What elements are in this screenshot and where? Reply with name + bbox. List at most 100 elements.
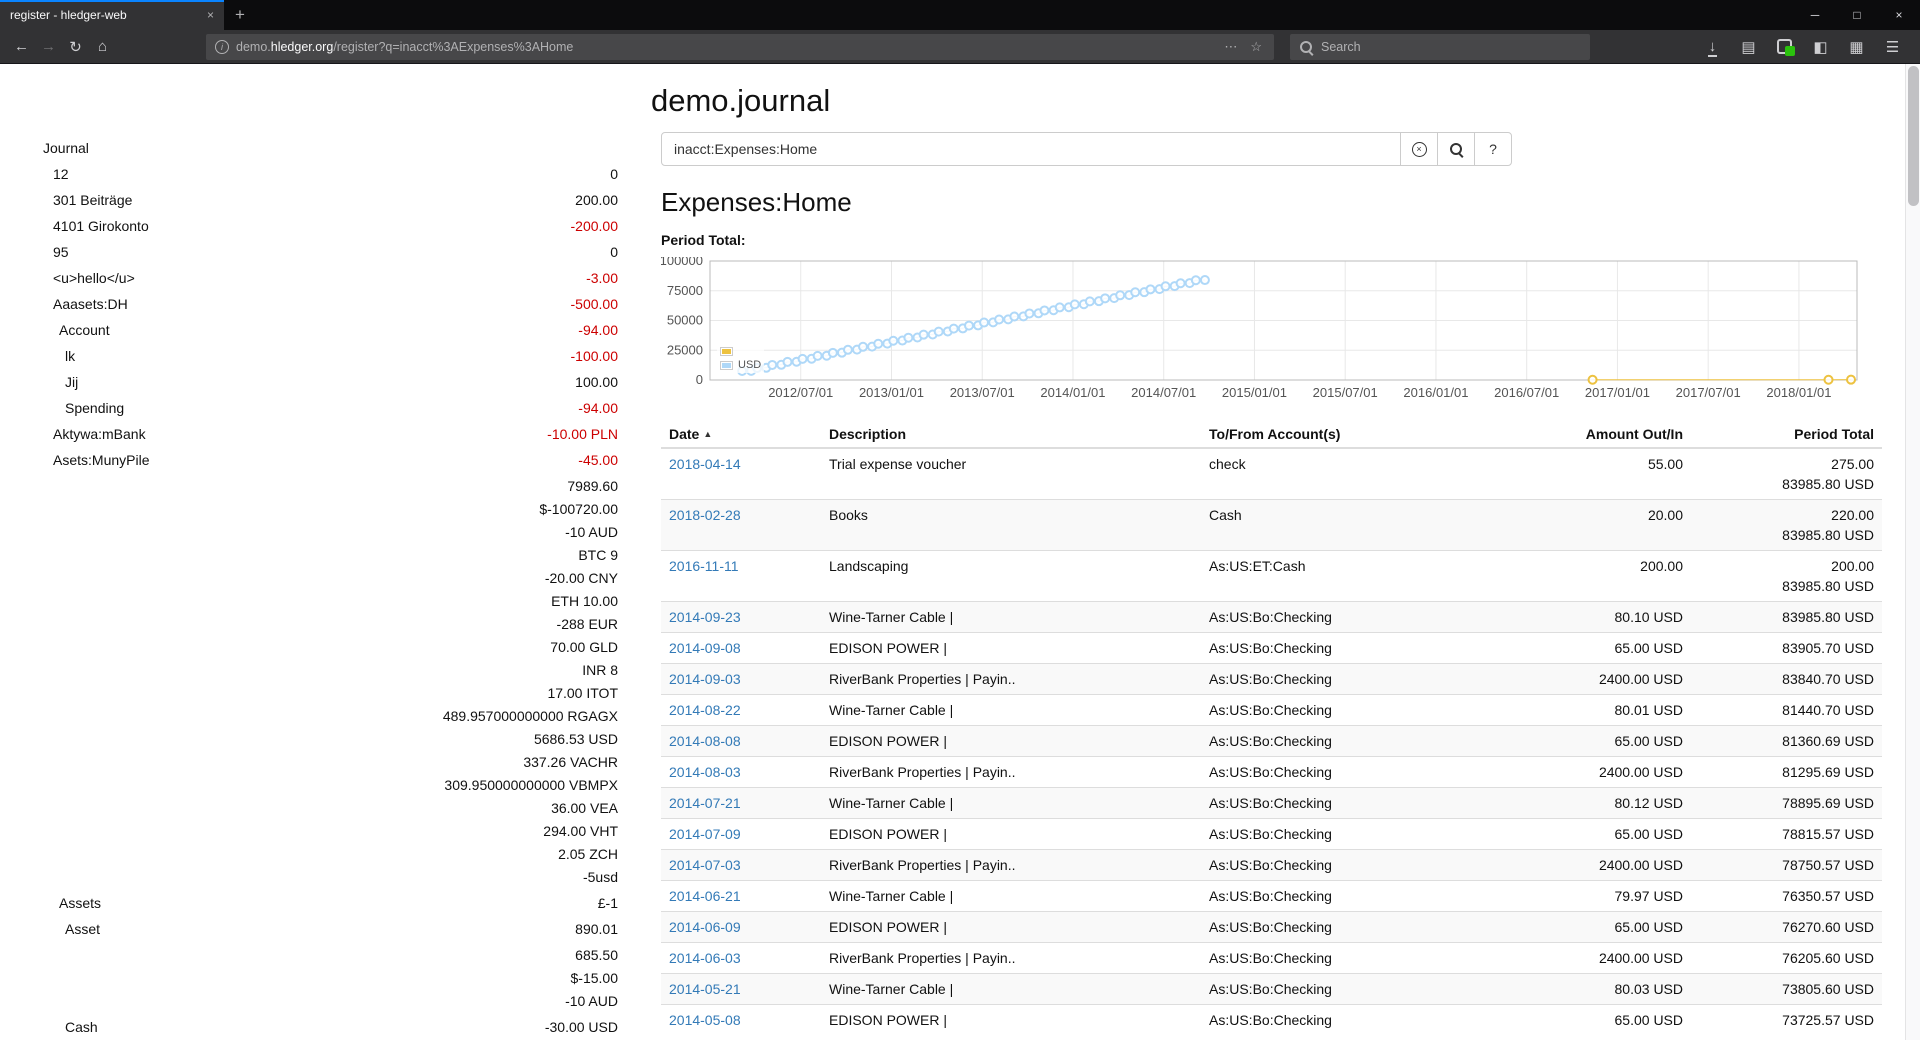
transaction-row: 2014-08-22 Wine-Tarner Cable | As:US:Bo:Ch…	[661, 694, 1882, 726]
clear-icon: ×	[1411, 141, 1427, 157]
apps-grid-icon[interactable]: ▦	[1849, 38, 1864, 56]
account-link[interactable]: Asset	[65, 920, 101, 937]
transaction-date-link[interactable]: 2014-06-03	[669, 950, 741, 966]
transaction-description: RiverBank Properties | Payin..	[821, 942, 1201, 974]
browser-tab[interactable]: register - hledger-web ×	[0, 0, 224, 30]
transaction-description: Trial expense voucher	[821, 447, 1201, 500]
transaction-row: 2014-07-09 EDISON POWER | As:US:Bo:Checkin…	[661, 818, 1882, 850]
site-info-icon[interactable]: i	[215, 39, 229, 54]
bookmark-star-icon[interactable]: ☆	[1250, 38, 1262, 54]
transaction-date-link[interactable]: 2018-02-28	[669, 507, 741, 523]
account-link[interactable]: Asets:MunyPile	[53, 451, 150, 468]
search-button[interactable]	[1437, 132, 1475, 166]
x-tick-label: 2014/01/01	[1040, 385, 1105, 400]
account-link[interactable]: Aktywa:mBank	[53, 425, 146, 442]
account-link[interactable]: Cash	[65, 1018, 98, 1035]
home-button[interactable]: ⌂	[97, 38, 108, 55]
transaction-date-link[interactable]: 2014-05-21	[669, 981, 741, 997]
account-link[interactable]: 301 Beiträge	[53, 191, 133, 208]
account-link[interactable]: lk	[65, 347, 76, 364]
transaction-period-total: 76270.60 USD	[1691, 911, 1882, 943]
account-link[interactable]: Assets	[59, 894, 102, 911]
transaction-date-link[interactable]: 2014-09-03	[669, 671, 741, 687]
accounts-sidebar: Journal 12 0 301 Beiträge 200.00 4101 Giroko…	[33, 135, 618, 1040]
transaction-account: As:US:Bo:Checking	[1201, 849, 1531, 881]
sidebar-account-row: Asets:MunyPile -45.00	[33, 447, 618, 473]
transaction-date-link[interactable]: 2014-07-21	[669, 795, 741, 811]
column-header-date[interactable]: Date ▲	[661, 421, 821, 449]
sidebar-journal-link[interactable]: Journal	[43, 139, 89, 156]
menu-icon[interactable]: ☰	[1885, 38, 1900, 56]
help-button[interactable]: ?	[1474, 132, 1512, 166]
column-header-description: Description	[821, 421, 1201, 449]
transaction-date-link[interactable]: 2018-04-14	[669, 456, 741, 472]
clear-query-button[interactable]: ×	[1400, 132, 1438, 166]
chart-plot-area[interactable]: 2012/07/01 2013/01/01 2013/07/01 2014/01/01…	[660, 253, 1861, 407]
period-total-line: 81440.70 USD	[1782, 702, 1874, 718]
browser-search-field[interactable]: Search	[1290, 33, 1590, 60]
library-icon[interactable]: ▤	[1741, 38, 1756, 56]
page-actions-icon[interactable]: ⋯	[1224, 38, 1238, 54]
account-balance: -200.00	[571, 215, 618, 238]
transaction-date-link[interactable]: 2014-09-23	[669, 609, 741, 625]
tab-close-icon[interactable]: ×	[206, 8, 214, 22]
transaction-date-link[interactable]: 2014-07-03	[669, 857, 741, 873]
sidebar-account-row: Jij 100.00	[33, 369, 618, 395]
transaction-account: As:US:Bo:Checking	[1201, 601, 1531, 633]
account-link[interactable]: 4101 Girokonto	[53, 217, 149, 234]
balance-amount: INR 8	[582, 661, 618, 678]
transaction-account: As:US:Bo:Checking	[1201, 911, 1531, 943]
scrollbar-thumb[interactable]	[1908, 66, 1919, 206]
window-minimize-button[interactable]: ─	[1810, 8, 1820, 22]
account-link[interactable]: Aaasets:DH	[53, 295, 128, 312]
transaction-date-link[interactable]: 2014-06-09	[669, 919, 741, 935]
transaction-date-link[interactable]: 2014-09-08	[669, 640, 741, 656]
transaction-amount: 200.00	[1531, 550, 1691, 602]
url-bar[interactable]: i demo.hledger.org/register?q=inacct%3AE…	[206, 33, 1274, 60]
transaction-date-link[interactable]: 2014-05-08	[669, 1012, 741, 1028]
account-balance: £-1	[598, 892, 618, 915]
account-link[interactable]: <u>hello</u>	[53, 269, 135, 286]
y-tick-label: 25000	[667, 342, 703, 357]
balance-amount: -500.00	[570, 295, 618, 312]
window-maximize-button[interactable]: □	[1853, 8, 1861, 22]
period-total-chart[interactable]: 2012/07/01 2013/01/01 2013/07/01 2014/01/01…	[660, 253, 1861, 407]
transaction-description: Wine-Tarner Cable |	[821, 601, 1201, 633]
balance-amount: -30.00 USD	[544, 1018, 618, 1035]
sidebar-account-row: 95 0	[33, 239, 618, 265]
transaction-date-link[interactable]: 2014-08-22	[669, 702, 741, 718]
transaction-period-total: 220.00 83985.80 USD	[1691, 499, 1882, 551]
forward-button[interactable]: →	[41, 38, 56, 55]
new-tab-button[interactable]: +	[235, 5, 245, 24]
account-link[interactable]: Jij	[65, 373, 79, 390]
download-icon[interactable]: ↓	[1707, 38, 1717, 57]
transaction-date-link[interactable]: 2014-07-09	[669, 826, 741, 842]
transaction-date-link[interactable]: 2016-11-11	[669, 558, 739, 574]
sidebar-toggle-icon[interactable]: ◧	[1813, 38, 1828, 56]
account-link[interactable]: 12	[53, 165, 69, 182]
transaction-description: RiverBank Properties | Payin..	[821, 663, 1201, 695]
transaction-row: 2014-06-21 Wine-Tarner Cable | As:US:Bo:Ch…	[661, 880, 1882, 912]
transaction-row: 2014-08-03 RiverBank Properties | Payin..…	[661, 756, 1882, 788]
y-tick-label: 50000	[667, 313, 703, 328]
query-input[interactable]	[661, 132, 1401, 166]
reload-button[interactable]: ↻	[69, 38, 82, 56]
window-close-button[interactable]: ×	[1895, 8, 1903, 22]
transaction-amount: 55.00	[1531, 447, 1691, 500]
transaction-date-link[interactable]: 2014-06-21	[669, 888, 741, 904]
transaction-period-total: 275.00 83985.80 USD	[1691, 447, 1882, 500]
account-link[interactable]: 95	[53, 243, 69, 260]
x-tick-label: 2018/01/01	[1766, 385, 1831, 400]
transaction-description: Books	[821, 499, 1201, 551]
transaction-date-link[interactable]: 2014-08-08	[669, 733, 741, 749]
register-table: Date ▲ Description To/From Account(s) Amount…	[661, 421, 1882, 1035]
extension-icon[interactable]	[1771, 33, 1798, 60]
back-button[interactable]: ←	[14, 38, 29, 55]
sidebar-account-row: Spending -94.00	[33, 395, 618, 421]
transaction-date-link[interactable]: 2014-08-03	[669, 764, 741, 780]
account-balance: -94.00	[578, 397, 618, 420]
page-scrollbar[interactable]	[1905, 64, 1920, 1040]
account-link[interactable]: Spending	[65, 399, 125, 416]
transaction-description: EDISON POWER |	[821, 911, 1201, 943]
account-link[interactable]: Account	[59, 321, 110, 338]
